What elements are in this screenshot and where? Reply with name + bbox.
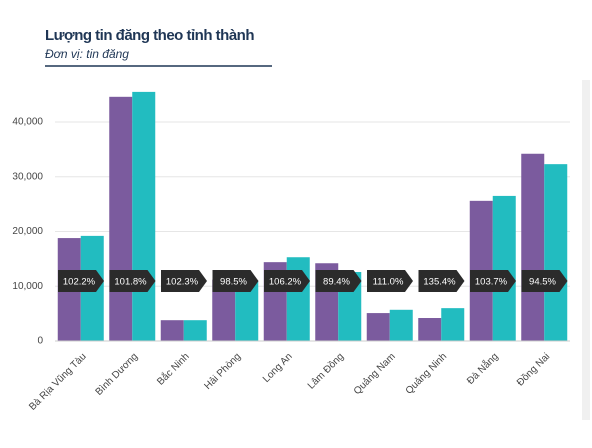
growth-label: 101.8% bbox=[114, 277, 147, 288]
x-tick-label: Long An bbox=[261, 351, 295, 385]
x-tick-label: Quảng Nam bbox=[352, 351, 398, 397]
y-tick-label: 10,000 bbox=[12, 281, 43, 292]
growth-arrow bbox=[212, 270, 259, 292]
x-tick-label: Lâm Đồng bbox=[305, 351, 346, 392]
growth-label: 102.3% bbox=[166, 277, 199, 288]
x-tick-label: Đồng Nai bbox=[514, 351, 552, 389]
growth-arrow bbox=[521, 270, 568, 292]
growth-arrow bbox=[418, 270, 465, 292]
scrollbar bbox=[582, 80, 590, 420]
bar bbox=[544, 164, 568, 341]
growth-label: 89.4% bbox=[323, 277, 350, 288]
bar bbox=[418, 318, 442, 341]
growth-arrow bbox=[161, 270, 207, 292]
x-tick-label: Bắc Ninh bbox=[154, 350, 192, 388]
growth-label: 135.4% bbox=[423, 277, 456, 288]
x-tick-label: Quảng Ninh bbox=[404, 351, 450, 397]
growth-arrow bbox=[109, 270, 156, 292]
growth-arrow bbox=[58, 270, 104, 292]
x-tick-label: Hải Phòng bbox=[202, 351, 243, 392]
bar bbox=[286, 257, 310, 341]
growth-arrow bbox=[264, 270, 310, 292]
y-tick-label: 40,000 bbox=[12, 117, 43, 128]
bar bbox=[160, 320, 184, 341]
chart-title: Lượng tin đăng theo tỉnh thành bbox=[45, 27, 254, 44]
bar bbox=[132, 91, 156, 341]
bar bbox=[183, 320, 207, 341]
growth-label: 98.5% bbox=[220, 277, 247, 288]
x-tick-label: Bình Dương bbox=[94, 351, 141, 398]
x-tick-label: Đà Nẵng bbox=[464, 350, 501, 387]
growth-label: 103.7% bbox=[475, 277, 508, 288]
growth-label: 94.5% bbox=[529, 277, 556, 288]
bar bbox=[109, 96, 133, 341]
growth-arrow bbox=[315, 270, 362, 292]
bar bbox=[521, 153, 545, 341]
bar bbox=[235, 280, 259, 341]
growth-arrow bbox=[367, 270, 413, 292]
bar bbox=[389, 309, 413, 341]
growth-arrow bbox=[470, 270, 516, 292]
growth-label: 111.0% bbox=[373, 277, 404, 288]
chart-subtitle: Đơn vị: tin đăng bbox=[45, 47, 129, 61]
bar bbox=[212, 279, 236, 341]
bar bbox=[492, 195, 516, 341]
y-tick-label: 30,000 bbox=[12, 171, 43, 182]
growth-label: 102.2% bbox=[63, 277, 96, 288]
y-tick-label: 0 bbox=[37, 336, 43, 347]
growth-label: 106.2% bbox=[269, 277, 302, 288]
bar bbox=[441, 308, 465, 341]
x-tick-label: Bà Rịa Vũng Tàu bbox=[27, 351, 89, 413]
bar bbox=[366, 313, 390, 341]
y-tick-label: 20,000 bbox=[12, 226, 43, 237]
